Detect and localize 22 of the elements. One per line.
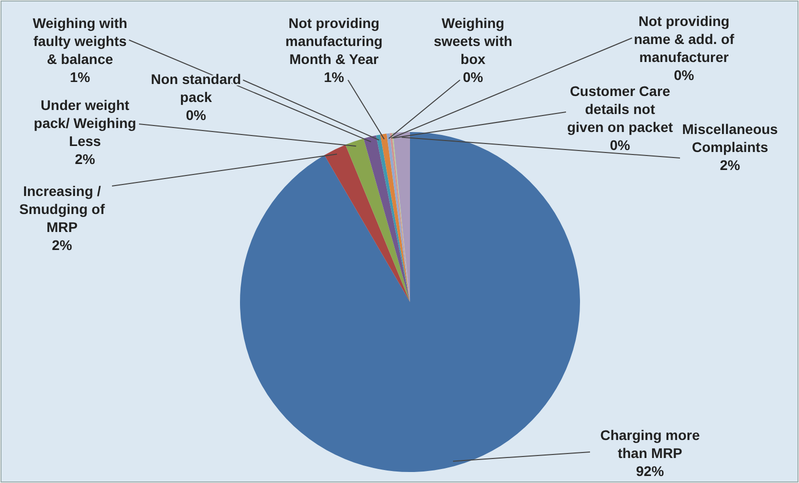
data-label: 92% [636, 463, 665, 479]
data-label: 1% [70, 69, 91, 85]
data-label: 0% [462, 69, 484, 85]
pie-slice [364, 135, 410, 302]
slice-label: Not providing manufacturing Month & Year [285, 15, 383, 67]
slice-label: Weighing sweets with box [434, 15, 512, 67]
slice-label: Customer Care details not given on packet [567, 83, 674, 135]
data-label: 2% [720, 157, 741, 173]
data-label: 2% [52, 237, 73, 253]
data-label: 1% [324, 69, 345, 85]
slice-label: Charging more than MRP [600, 427, 700, 461]
slice-label: Under weight pack/ Weighing Less [34, 97, 136, 149]
data-label: 0% [610, 137, 631, 153]
pie-slice [345, 138, 410, 302]
slice-label: Weighing with faulty weights & balance [32, 15, 128, 67]
data-label: 0% [674, 67, 695, 83]
data-label: 2% [74, 151, 96, 167]
data-label: 0% [186, 107, 207, 123]
slice-label: Miscellaneous Complaints [682, 121, 778, 155]
slice-label: Not providing name & add. of manufacturer [634, 13, 735, 65]
pie-slice [324, 144, 410, 302]
slice-label: Increasing / Smudging of MRP [19, 183, 106, 235]
